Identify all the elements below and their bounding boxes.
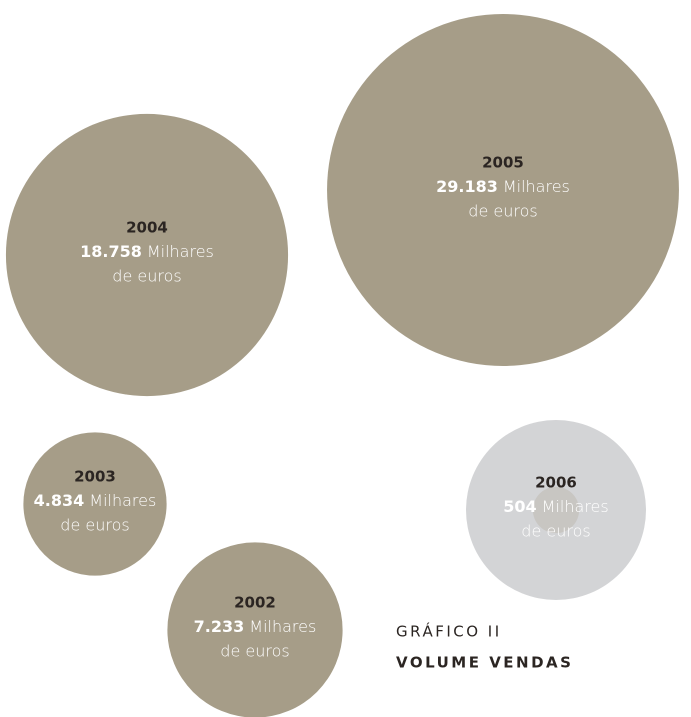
chart-subtitle: VOLUME VENDAS xyxy=(396,654,573,672)
chart-title: GRÁFICO II xyxy=(396,622,502,641)
value-label: 504 xyxy=(503,497,536,516)
year-label: 2003 xyxy=(74,468,116,486)
unit-label: Milhares xyxy=(89,491,156,510)
bubble xyxy=(327,14,679,366)
unit-label: de euros xyxy=(521,522,590,541)
value-label: 4.834 xyxy=(34,491,85,510)
bubble xyxy=(23,432,167,576)
value-line: 18.758 Milhares xyxy=(80,242,214,261)
unit-label: de euros xyxy=(112,267,181,286)
unit-label: de euros xyxy=(60,516,129,535)
unit-label: Milhares xyxy=(542,497,609,516)
unit-label: de euros xyxy=(468,202,537,221)
bubbles xyxy=(5,14,679,717)
year-label: 2002 xyxy=(234,594,276,612)
bubble xyxy=(5,113,289,397)
value-label: 18.758 xyxy=(80,242,142,261)
unit-label: Milhares xyxy=(249,617,316,636)
value-line: 504 Milhares xyxy=(503,497,608,516)
unit-label: Milhares xyxy=(503,177,570,196)
year-label: 2005 xyxy=(482,154,524,172)
bubble xyxy=(532,486,580,534)
year-label: 2006 xyxy=(535,474,577,492)
bubble xyxy=(167,542,343,717)
value-line: 29.183 Milhares xyxy=(436,177,570,196)
value-label: 7.233 xyxy=(194,617,245,636)
value-label: 29.183 xyxy=(436,177,498,196)
placeholder-disc xyxy=(466,420,646,600)
value-line: 4.834 Milhares xyxy=(34,491,157,510)
unit-label: de euros xyxy=(220,642,289,661)
value-line: 7.233 Milhares xyxy=(194,617,317,636)
unit-label: Milhares xyxy=(147,242,214,261)
year-label: 2004 xyxy=(126,219,168,237)
